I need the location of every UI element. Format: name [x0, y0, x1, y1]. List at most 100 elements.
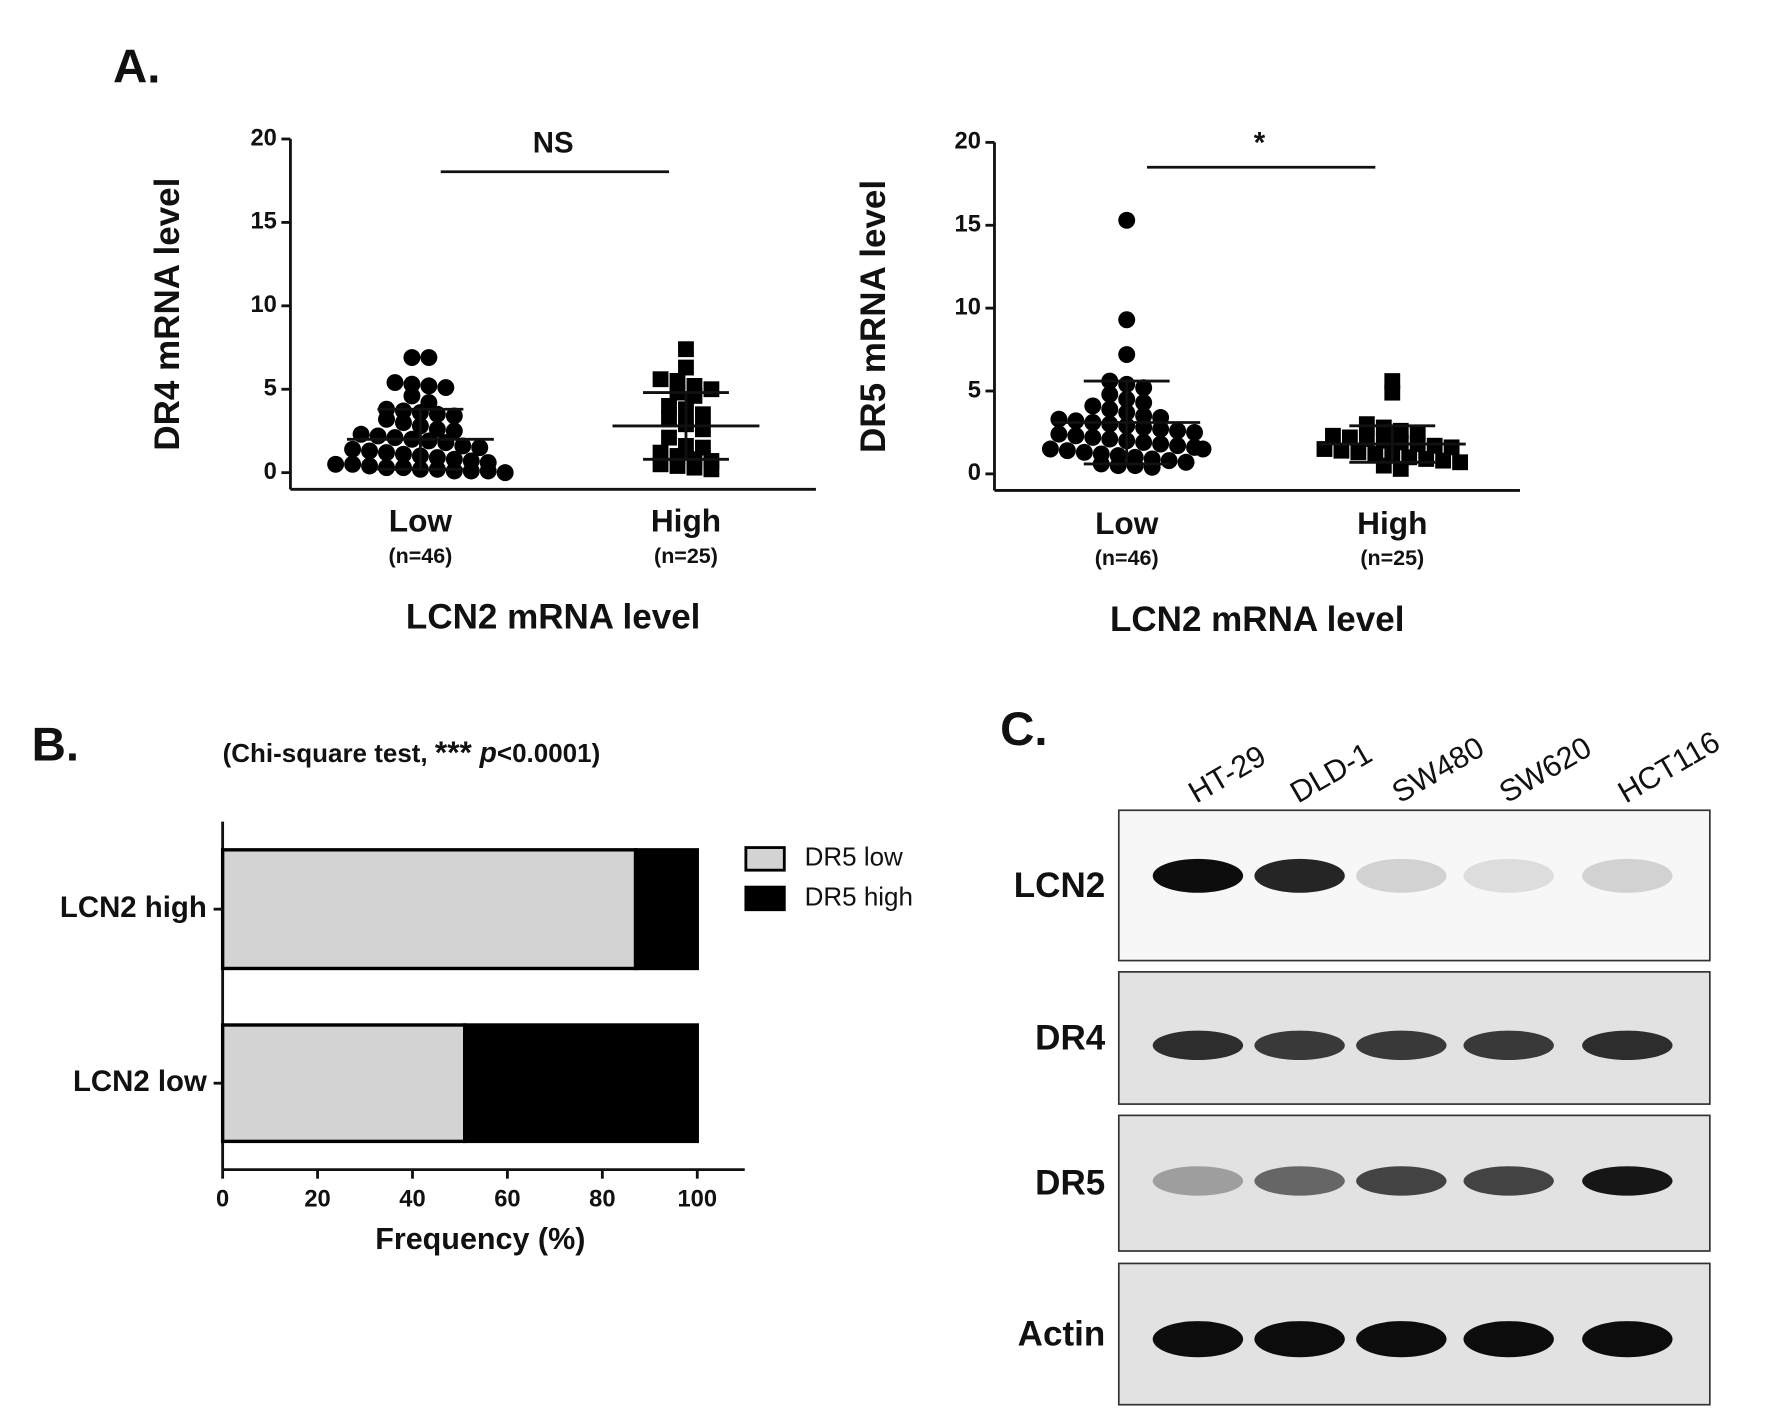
- data-point: [678, 359, 694, 376]
- panel-label: C.: [1000, 703, 1047, 756]
- data-point: [1118, 346, 1136, 364]
- data-point: [445, 462, 463, 480]
- protein-label: Actin: [1018, 1315, 1106, 1354]
- blot-band: [1254, 1030, 1345, 1061]
- data-point: [445, 422, 463, 440]
- data-point: [420, 377, 438, 395]
- y-tick-label: 10: [955, 294, 981, 320]
- data-point: [695, 406, 711, 423]
- data-point: [652, 371, 669, 388]
- data-point: [661, 411, 677, 428]
- y-tick-label: LCN2 high: [60, 891, 207, 924]
- data-point: [703, 381, 720, 398]
- bar-segment: [463, 1023, 699, 1144]
- y-tick-label: 20: [955, 129, 981, 155]
- data-point: [1426, 437, 1443, 454]
- data-point: [361, 442, 379, 460]
- blot-band: [1356, 1166, 1447, 1196]
- bar-segment: [220, 1023, 467, 1144]
- data-point: [378, 444, 395, 462]
- y-tick-label: 10: [250, 292, 276, 318]
- blot-band: [1463, 1321, 1554, 1358]
- data-point: [403, 387, 421, 405]
- data-point: [1135, 407, 1153, 425]
- data-point: [437, 434, 455, 452]
- data-point: [1186, 423, 1203, 441]
- x-axis-label: LCN2 mRNA level: [406, 598, 700, 637]
- legend-label: DR5 low: [805, 842, 903, 872]
- y-tick-label: 5: [264, 376, 277, 402]
- data-point: [1058, 442, 1076, 460]
- y-tick-label: 15: [250, 209, 276, 235]
- data-point: [1067, 427, 1085, 445]
- panel-label: B.: [32, 719, 79, 772]
- data-point: [1392, 434, 1409, 451]
- data-point: [1177, 453, 1195, 471]
- x-axis-label: LCN2 mRNA level: [1110, 600, 1404, 639]
- data-point: [1435, 452, 1452, 469]
- data-point: [1392, 461, 1409, 477]
- data-point: [686, 459, 703, 476]
- data-point: [420, 432, 438, 450]
- x-tick-label: Low: [1095, 505, 1159, 541]
- data-point: [1452, 454, 1468, 471]
- data-point: [1084, 397, 1102, 415]
- x-tick-label: Low: [389, 503, 453, 539]
- protein-label: DR4: [1035, 1018, 1106, 1057]
- data-point: [428, 420, 446, 438]
- y-tick-label: 0: [968, 460, 981, 486]
- data-point: [1126, 457, 1144, 475]
- data-point: [369, 427, 387, 445]
- legend-swatch: [744, 846, 786, 872]
- blot-band: [1356, 1321, 1447, 1358]
- data-point: [1169, 422, 1187, 440]
- data-point: [479, 462, 497, 480]
- legend-label: DR5 high: [805, 881, 913, 911]
- x-axis-label: Frequency (%): [375, 1222, 585, 1256]
- y-axis-label: DR5 mRNA level: [854, 180, 893, 453]
- data-point: [496, 464, 514, 482]
- data-point: [678, 341, 694, 358]
- blot-band: [1152, 1321, 1244, 1358]
- data-point: [1118, 311, 1136, 329]
- y-tick-label: 5: [968, 377, 981, 403]
- annotation: (Chi-square test, *** p<0.0001): [223, 734, 601, 770]
- data-point: [394, 445, 412, 463]
- blot-band: [1582, 1030, 1673, 1061]
- blot-band: [1254, 1321, 1345, 1358]
- annotation-part: p: [472, 736, 497, 768]
- blot-band: [1463, 858, 1554, 893]
- data-point: [378, 410, 395, 428]
- data-point: [327, 455, 345, 473]
- data-point: [386, 374, 404, 392]
- data-point: [1152, 435, 1170, 453]
- data-point: [420, 349, 438, 367]
- data-point: [1333, 442, 1350, 459]
- protein-label: DR5: [1035, 1164, 1105, 1203]
- data-point: [445, 407, 463, 425]
- data-point: [344, 455, 362, 473]
- y-tick-label: 0: [264, 459, 277, 485]
- data-point: [394, 414, 412, 432]
- data-point: [1325, 427, 1341, 444]
- data-point: [661, 398, 677, 414]
- panel-label: A.: [113, 41, 160, 94]
- blot-band: [1463, 1166, 1554, 1196]
- data-point: [661, 429, 677, 446]
- y-tick-label: 15: [955, 212, 981, 238]
- data-point: [1118, 211, 1136, 229]
- data-point: [1135, 379, 1153, 397]
- x-tick-label: 20: [304, 1186, 330, 1212]
- data-point: [1169, 437, 1187, 455]
- blot-band: [1152, 1166, 1244, 1196]
- y-axis-label: DR4 mRNA level: [148, 178, 187, 451]
- blot-band: [1356, 858, 1447, 893]
- blot-band: [1152, 858, 1244, 893]
- legend-swatch: [744, 885, 786, 912]
- blot-band: [1582, 1166, 1673, 1196]
- blot-band: [1356, 1030, 1447, 1061]
- data-point: [1341, 429, 1358, 446]
- data-point: [403, 375, 421, 393]
